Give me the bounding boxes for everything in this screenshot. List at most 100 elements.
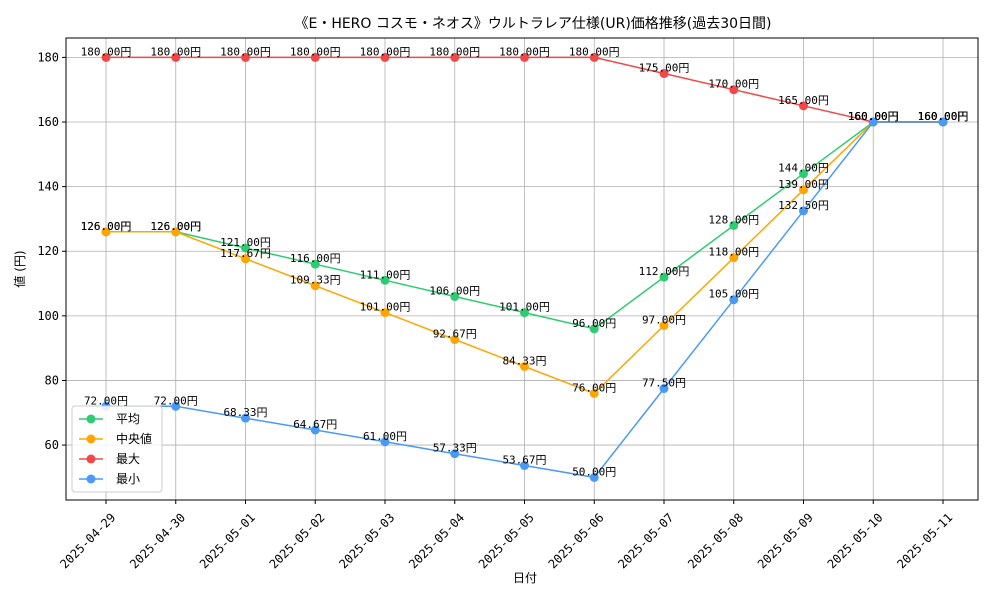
x-tick-label: 2025-05-10	[825, 510, 886, 571]
data-point	[868, 117, 878, 127]
data-label: 112.00円	[639, 265, 690, 278]
data-label: 92.67円	[433, 328, 477, 341]
x-tick-label: 2025-04-29	[57, 510, 118, 571]
x-tick-label: 2025-05-09	[755, 510, 816, 571]
y-tick-label: 80	[45, 373, 59, 387]
data-point	[310, 259, 320, 269]
data-point	[241, 52, 250, 62]
data-point	[729, 85, 739, 95]
data-point	[799, 101, 808, 111]
y-tick-label: 100	[37, 309, 59, 323]
data-point	[171, 52, 181, 62]
data-labels: 126.00円 126.00円 121.00円 116.00円 111.00円 106.0…	[81, 45, 969, 478]
y-axis-ticks: 60 80 100 120 140 160 180	[37, 50, 66, 452]
x-tick-label: 2025-04-30	[127, 510, 188, 571]
y-axis-label: 値 (円)	[12, 250, 27, 287]
x-axis-ticks: 2025-04-29 2025-04-30 2025-05-01 2025-05-02…	[57, 500, 955, 571]
data-point	[310, 281, 320, 291]
data-point	[799, 169, 808, 179]
data-point	[659, 272, 669, 282]
data-point	[520, 308, 529, 318]
data-label: 160.00円	[918, 110, 969, 123]
data-label: 160.00円	[848, 110, 899, 123]
data-point	[310, 52, 320, 62]
data-point	[450, 335, 460, 345]
data-label: 170.00円	[708, 78, 759, 91]
x-tick-label: 2025-05-07	[615, 510, 676, 571]
data-label: 126.00円	[81, 220, 132, 233]
x-tick-label: 2025-05-01	[197, 510, 258, 571]
legend-marker	[86, 414, 96, 424]
data-point	[729, 253, 739, 263]
data-label: 96.00円	[572, 317, 616, 330]
data-label: 180.00円	[290, 45, 341, 58]
data-label: 180.00円	[220, 45, 271, 58]
data-point	[450, 449, 460, 459]
data-point	[589, 324, 599, 334]
data-label: 160.00円	[918, 110, 969, 123]
legend-marker	[86, 474, 96, 484]
data-label: 50.00円	[572, 465, 616, 478]
data-point	[241, 254, 250, 264]
data-point	[659, 384, 669, 394]
data-label: 180.00円	[429, 45, 480, 58]
y-tick-label: 180	[37, 50, 59, 64]
legend-marker	[86, 434, 96, 444]
data-label: 180.00円	[499, 45, 550, 58]
data-point	[520, 52, 529, 62]
data-label: 160.00円	[848, 110, 899, 123]
x-tick-label: 2025-05-03	[336, 510, 397, 571]
grid	[66, 38, 978, 500]
data-point	[380, 52, 390, 62]
data-label: 105.00円	[708, 288, 759, 301]
data-label: 180.00円	[81, 45, 132, 58]
legend-label: 最小	[116, 472, 140, 486]
data-label: 64.67円	[293, 418, 337, 431]
y-tick-label: 140	[37, 180, 59, 194]
data-label: 180.00円	[360, 45, 411, 58]
data-label: 72.00円	[154, 394, 198, 407]
data-label: 160.00円	[848, 110, 899, 123]
data-label: 160.00円	[918, 110, 969, 123]
y-tick-label: 120	[37, 244, 59, 258]
x-tick-label: 2025-05-04	[406, 510, 467, 571]
data-label: 160.00円	[848, 110, 899, 123]
data-point	[101, 227, 111, 237]
data-point	[659, 321, 669, 331]
x-tick-label: 2025-05-02	[267, 510, 328, 571]
data-label: 68.33円	[223, 406, 267, 419]
data-point	[589, 472, 599, 482]
data-point	[450, 291, 460, 301]
plot-frame	[65, 37, 979, 501]
x-tick-label: 2025-05-08	[685, 510, 746, 571]
data-point	[520, 461, 529, 471]
data-label: 106.00円	[429, 284, 480, 297]
data-point	[380, 308, 390, 318]
data-label: 175.00円	[639, 62, 690, 75]
data-point	[799, 206, 808, 216]
data-point	[380, 437, 390, 447]
x-axis-label: 日付	[513, 571, 537, 585]
data-point	[171, 401, 181, 411]
data-label: 101.00円	[499, 301, 550, 314]
data-label: 97.00円	[642, 314, 686, 327]
data-label: 118.00円	[708, 246, 759, 259]
chart-title: 《E・HERO コスモ・ネオス》ウルトラレア仕様(UR)価格推移(過去30日間)	[294, 16, 771, 32]
legend-label: 平均	[116, 412, 140, 426]
data-point	[171, 227, 181, 237]
data-point	[729, 295, 739, 305]
data-label: 160.00円	[918, 110, 969, 123]
data-label: 84.33円	[502, 354, 546, 367]
data-point	[938, 117, 948, 127]
x-tick-label: 2025-05-05	[476, 510, 537, 571]
data-label: 126.00円	[150, 220, 201, 233]
data-label: 165.00円	[778, 94, 829, 107]
data-point	[799, 185, 808, 195]
data-label: 109.33円	[290, 274, 341, 287]
data-label: 121.00円	[220, 236, 271, 249]
legend-box	[71, 405, 163, 493]
data-label: 57.33円	[433, 442, 477, 455]
data-label: 53.67円	[502, 454, 546, 467]
data-label: 76.00円	[572, 381, 616, 394]
